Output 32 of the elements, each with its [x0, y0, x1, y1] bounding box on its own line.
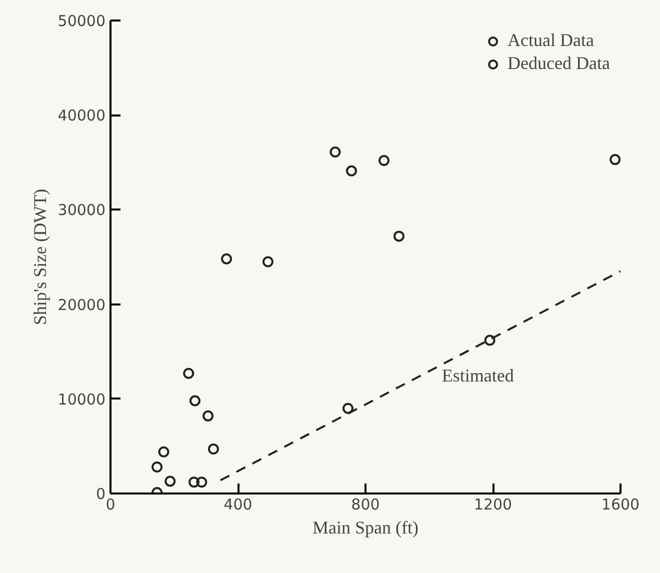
y-tick-label: 20000	[58, 296, 106, 314]
point	[189, 395, 200, 406]
point	[152, 462, 163, 473]
point	[330, 146, 341, 158]
x-tick-label: 400	[224, 496, 252, 514]
legend-label: Actual Data	[508, 30, 594, 51]
point	[202, 410, 214, 422]
x-axis-title: Main Span (ft)	[312, 518, 418, 538]
point	[221, 253, 232, 264]
point	[208, 444, 219, 455]
point	[262, 256, 274, 268]
series-label: Estimated	[442, 366, 514, 386]
point	[164, 476, 176, 487]
x-tick-label: 800	[351, 496, 380, 514]
point	[183, 368, 194, 379]
point	[196, 476, 208, 488]
legend-label: Deduced Data	[508, 53, 610, 74]
point	[610, 154, 620, 166]
point	[188, 476, 200, 488]
y-tick-label: 40000	[58, 106, 106, 125]
y-tick-label: 10000	[58, 390, 106, 408]
point	[484, 334, 496, 346]
point	[342, 402, 354, 414]
point	[158, 446, 170, 458]
y-tick-label: 50000	[58, 12, 106, 30]
x-tick-label: 1600	[601, 496, 640, 514]
point	[346, 165, 357, 176]
y-tick-label: 30000	[58, 201, 106, 220]
x-tick-label: 1200	[474, 496, 512, 514]
y-axis-title: Ship's Size (DWT)	[30, 188, 50, 326]
point	[378, 155, 390, 166]
point	[393, 230, 404, 242]
